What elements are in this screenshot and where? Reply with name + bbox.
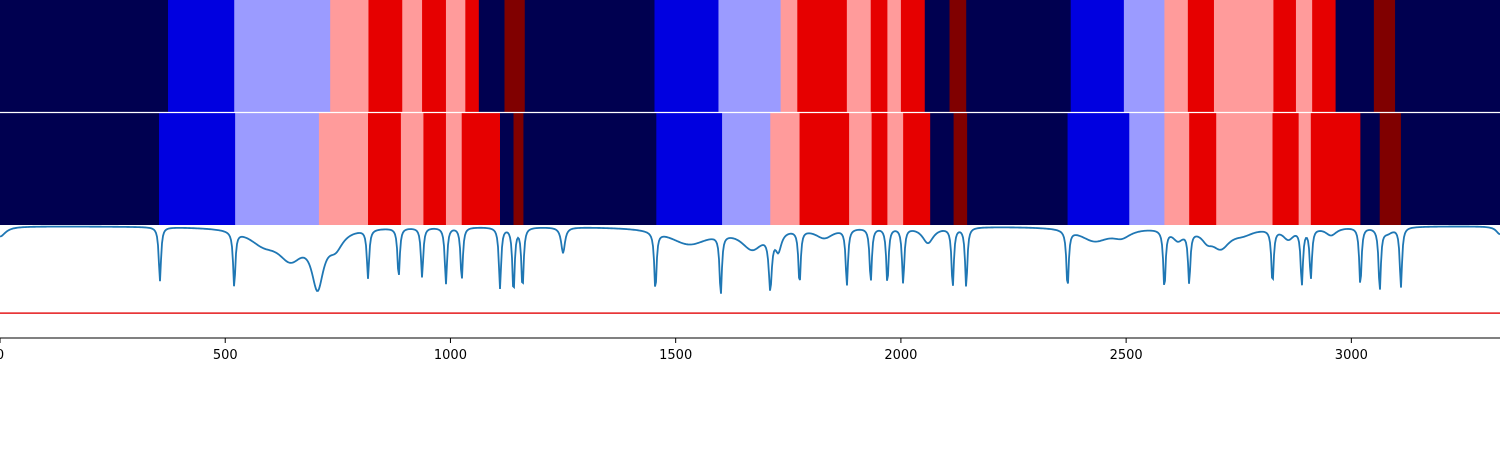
heatmap-cell-r1-27 [1187, 0, 1215, 112]
x-tick-label-1000: 1000 [434, 348, 467, 363]
heatmap-cell-r1-10 [478, 0, 506, 112]
x-tick-label-500: 500 [213, 348, 238, 363]
heatmap-cell-r2-13 [656, 113, 723, 225]
heatmap-cell-r2-8 [445, 113, 463, 225]
heatmap-cell-r2-2 [159, 113, 236, 225]
heatmap-cell-r2-7 [423, 113, 447, 225]
heatmap-cell-r1-23 [966, 0, 1072, 112]
heatmap-cell-r1-5 [368, 0, 403, 112]
heatmap-cell-r2-21 [930, 113, 955, 225]
heatmap-cell-r1-3 [234, 0, 331, 112]
heatmap-cell-r2-30 [1298, 113, 1312, 225]
heatmap-cell-r2-9 [461, 113, 501, 225]
heatmap-cell-r1-32 [1335, 0, 1375, 112]
heatmap-cell-r2-6 [400, 113, 425, 225]
heatmap-cell-r2-27 [1189, 113, 1217, 225]
x-tick-label-3000: 3000 [1335, 348, 1368, 363]
x-tick-label-2500: 2500 [1110, 348, 1143, 363]
x-axis: 0 500 1000 1500 2000 2500 3000 [0, 337, 1500, 363]
heatmap-cell-r1-31 [1312, 0, 1337, 112]
heatmap-cell-r2-11 [513, 113, 525, 225]
signal-panel [0, 225, 1500, 338]
heatmap-cell-r1-24 [1070, 0, 1125, 112]
heatmap-cell-r1-18 [870, 0, 888, 112]
heatmap-cell-r2-20 [903, 113, 931, 225]
heatmap-cell-r2-18 [871, 113, 888, 225]
heatmap-cell-r2-16 [799, 113, 850, 225]
heatmap-cell-r2-15 [770, 113, 801, 225]
heatmap-row-1 [0, 0, 1500, 112]
heatmap-cell-r2-5 [368, 113, 402, 225]
heatmap-cell-r1-21 [924, 0, 951, 112]
heatmap-cell-r1-4 [330, 0, 370, 112]
signal-panel-frame [0, 225, 1500, 338]
heatmap-row-2 [0, 113, 1500, 225]
heatmap-cell-r2-33 [1379, 113, 1402, 225]
heatmap-cell-r1-11 [504, 0, 526, 112]
heatmap-cell-r2-24 [1067, 113, 1130, 225]
heatmap-cell-r1-33 [1373, 0, 1396, 112]
heatmap-cell-r1-15 [780, 0, 798, 112]
heatmap-cell-r2-4 [318, 113, 369, 225]
signal-line [0, 225, 1500, 294]
heatmap-cell-r1-1 [0, 0, 169, 112]
heatmap-cell-r1-12 [524, 0, 656, 112]
heatmap-cell-r1-19 [887, 0, 902, 112]
heatmap-cell-r1-22 [949, 0, 967, 112]
heatmap-cell-r1-7 [422, 0, 447, 112]
heatmap-cell-r2-23 [967, 113, 1069, 225]
heatmap-cell-r2-22 [953, 113, 968, 225]
heatmap-cell-r1-8 [445, 0, 466, 112]
heatmap-cell-r1-13 [654, 0, 720, 112]
heatmap-cell-r1-2 [168, 0, 235, 112]
heatmap-cell-r2-29 [1272, 113, 1300, 225]
heatmap-cell-r2-31 [1310, 113, 1361, 225]
heatmap-cell-r1-34 [1395, 0, 1500, 112]
heatmap-cell-r1-26 [1164, 0, 1189, 112]
heatmap-cell-r1-25 [1123, 0, 1166, 112]
x-tick-label-2000: 2000 [884, 348, 917, 363]
heatmap-cell-r1-6 [402, 0, 423, 112]
x-tick-label-0: 0 [0, 348, 4, 363]
heatmap-cell-r2-10 [500, 113, 515, 225]
heatmap-cell-r2-14 [722, 113, 771, 225]
heatmap-cell-r2-17 [849, 113, 873, 225]
heatmap-cell-r2-19 [887, 113, 904, 225]
heatmap-cell-r2-12 [523, 113, 657, 225]
heatmap-cell-r2-3 [235, 113, 320, 225]
heatmap-cell-r1-29 [1273, 0, 1297, 112]
heatmap-cell-r2-1 [0, 113, 160, 225]
heatmap-cell-r1-16 [797, 0, 848, 112]
heatmap-cell-r1-9 [465, 0, 480, 112]
heatmap-cell-r1-20 [900, 0, 926, 112]
heatmap-cell-r2-28 [1216, 113, 1274, 225]
x-tick-label-1500: 1500 [659, 348, 692, 363]
heatmap-cell-r2-34 [1400, 113, 1500, 225]
heatmap-cell-r1-14 [718, 0, 782, 112]
heatmap-cell-r2-26 [1164, 113, 1190, 225]
heatmap-cell-r2-25 [1129, 113, 1166, 225]
heatmap-cell-r2-32 [1360, 113, 1381, 225]
heatmap-cell-r1-28 [1213, 0, 1275, 112]
heatmap-cell-r1-17 [846, 0, 872, 112]
heatmap-cell-r1-30 [1295, 0, 1313, 112]
